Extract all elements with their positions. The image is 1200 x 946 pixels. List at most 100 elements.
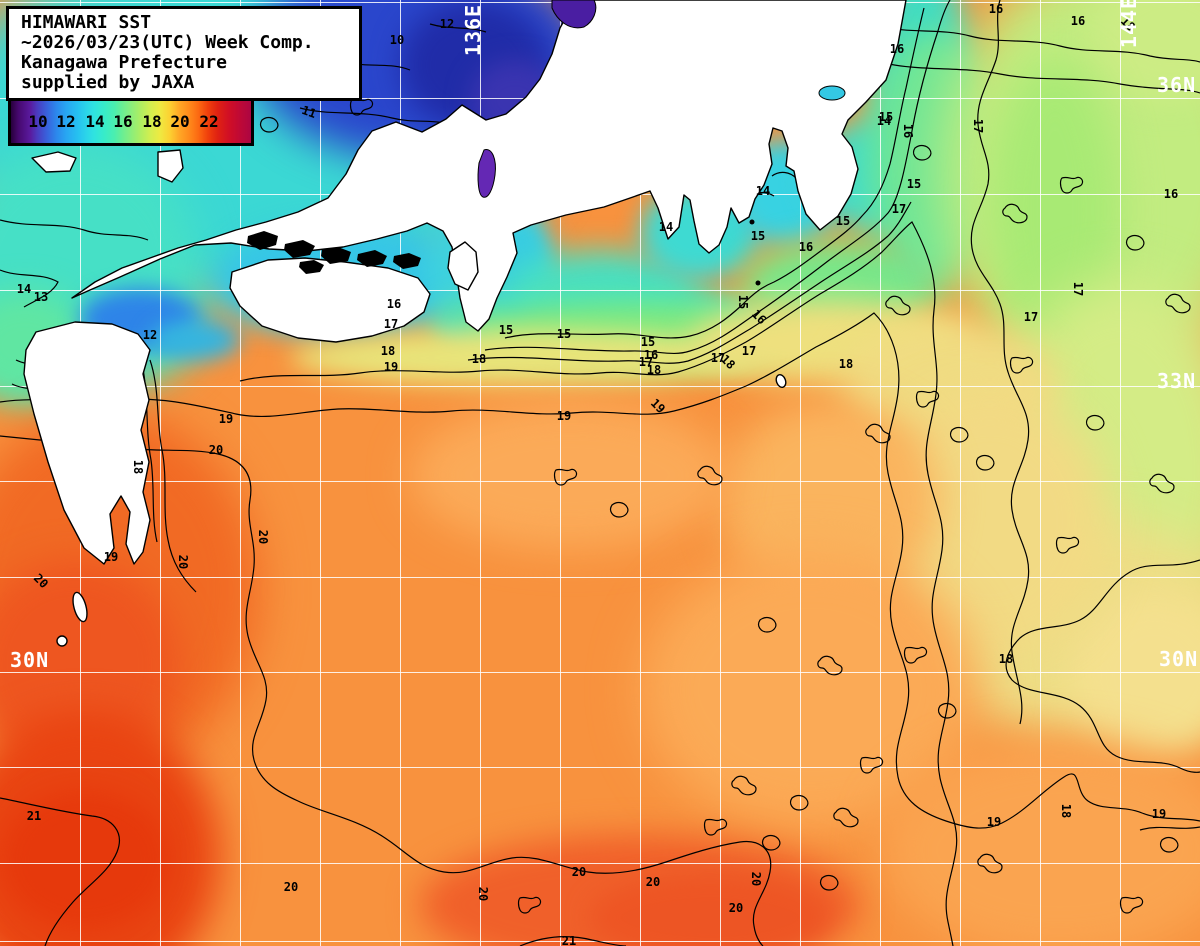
sst-blob (410, 400, 730, 550)
cluster (299, 260, 324, 274)
cluster (284, 240, 315, 258)
contour-label: 16 (889, 42, 905, 56)
latitude-label: 30N (10, 648, 50, 672)
contour-label: 17 (1023, 310, 1039, 324)
contour-label: 19 (1151, 807, 1167, 821)
colorbar-tick: 12 (56, 112, 76, 131)
izu-island-dot (755, 280, 761, 286)
title-box: HIMAWARI SST ~2026/03/23(UTC) Week Comp.… (6, 6, 362, 101)
contour-16c-topright-b (879, 61, 1200, 94)
contour-16c (484, 0, 951, 354)
contour-label: 19 (383, 360, 399, 374)
title-region: Kanagawa Prefecture (21, 52, 227, 73)
grid-line-longitude (880, 0, 881, 946)
contour-label: 18 (380, 344, 396, 358)
contour-label: 17 (710, 351, 726, 365)
grid-line-longitude (960, 0, 961, 946)
contour-18c-right-meander (1005, 559, 1200, 773)
contour-label: 13 (33, 290, 49, 304)
contour-label: 14 (16, 282, 32, 296)
island-south-kyushu (72, 591, 88, 623)
grid-line-latitude (0, 672, 1200, 673)
contour-16c-topright-a (879, 25, 1200, 63)
grid-line-latitude (0, 386, 1200, 387)
longitude-label: 136E (461, 3, 486, 57)
contour-label: 20 (208, 443, 224, 457)
contour-label: 19 (986, 815, 1002, 829)
sst-blob (150, 320, 240, 360)
contour-20c (0, 435, 772, 946)
grid-line-longitude (560, 0, 561, 946)
longitude-label: 144E (1117, 0, 1142, 49)
contour-18c-kyushu-a (149, 359, 197, 593)
contour-label: 17 (638, 355, 654, 369)
grid-line-longitude (800, 0, 801, 946)
land-kyushu (23, 321, 151, 565)
sst-blob (0, 790, 170, 930)
contour-label: 15 (906, 177, 922, 191)
grid-line-longitude (400, 0, 401, 946)
contour-label: 20 (283, 880, 299, 894)
inland-sea-clusters (247, 219, 761, 286)
contour-12c-b (299, 107, 453, 127)
contour-label: 16 (1070, 14, 1086, 28)
contour-label: 21 (561, 934, 577, 946)
contour-label: 18 (471, 352, 487, 366)
contour-18c-se (1139, 826, 1200, 831)
contour-label: 15 (835, 214, 851, 228)
contour-label: 20 (645, 875, 661, 889)
contour-label: 10 (389, 33, 405, 47)
contour-14c-strait (0, 219, 149, 241)
colorbar-tick: 22 (199, 112, 219, 131)
contour-label: 15 (556, 327, 572, 341)
grid-line-longitude (720, 0, 721, 946)
grid-line-latitude (0, 481, 1200, 482)
contour-label: 20 (571, 865, 587, 879)
contour-label: 19 (556, 409, 572, 423)
izu-island-dot (749, 219, 755, 225)
grid-line-longitude (160, 0, 161, 946)
sst-blob (590, 875, 830, 946)
colorbar-tick: 18 (142, 112, 162, 131)
contour-label: 12 (142, 328, 158, 342)
lake-layer (477, 0, 846, 198)
contour-label: 18 (646, 363, 662, 377)
contour-17c-right (970, 0, 1030, 725)
contour-label: 19 (218, 412, 234, 426)
contour-label: 16 (643, 348, 659, 362)
island-hachijo (775, 374, 787, 388)
cluster (247, 231, 278, 250)
grid-line-longitude (640, 0, 641, 946)
contour-12c-c (429, 23, 487, 33)
contour-label: 20 (728, 901, 744, 915)
contour-14c-tokyobay (771, 171, 797, 179)
contour-label: 16 (988, 2, 1004, 16)
grid-line-longitude (1040, 0, 1041, 946)
contour-label: 14 (658, 220, 674, 234)
grid-line-latitude (0, 767, 1200, 768)
contour-label: 14 (755, 184, 771, 198)
lake-biwa (477, 149, 496, 198)
contour-label: 18 (998, 652, 1014, 666)
sst-colorbar: 10 12 14 16 18 20 22 (8, 98, 254, 146)
contour-17c (467, 201, 912, 364)
contour-label: 21 (26, 809, 42, 823)
cold-patch-chubu (551, 0, 597, 29)
contour-15c (504, 7, 925, 339)
grid-line-longitude (320, 0, 321, 946)
cluster (393, 253, 421, 269)
contour-label: 15 (878, 110, 894, 124)
nodata-patch-b (31, 151, 77, 173)
contour-21c-b (519, 936, 627, 946)
colorbar-tick: 16 (113, 112, 133, 131)
land-awaji (447, 241, 479, 291)
grid-line-latitude (0, 290, 1200, 291)
latitude-label: 30N (1159, 647, 1199, 671)
latitude-label: 36N (1157, 73, 1197, 97)
colorbar-tick: 20 (170, 112, 190, 131)
contour-label: 19 (103, 550, 119, 564)
contour-18c (239, 221, 958, 946)
title-credit: supplied by JAXA (21, 72, 195, 93)
contour-label: 17 (383, 317, 399, 331)
